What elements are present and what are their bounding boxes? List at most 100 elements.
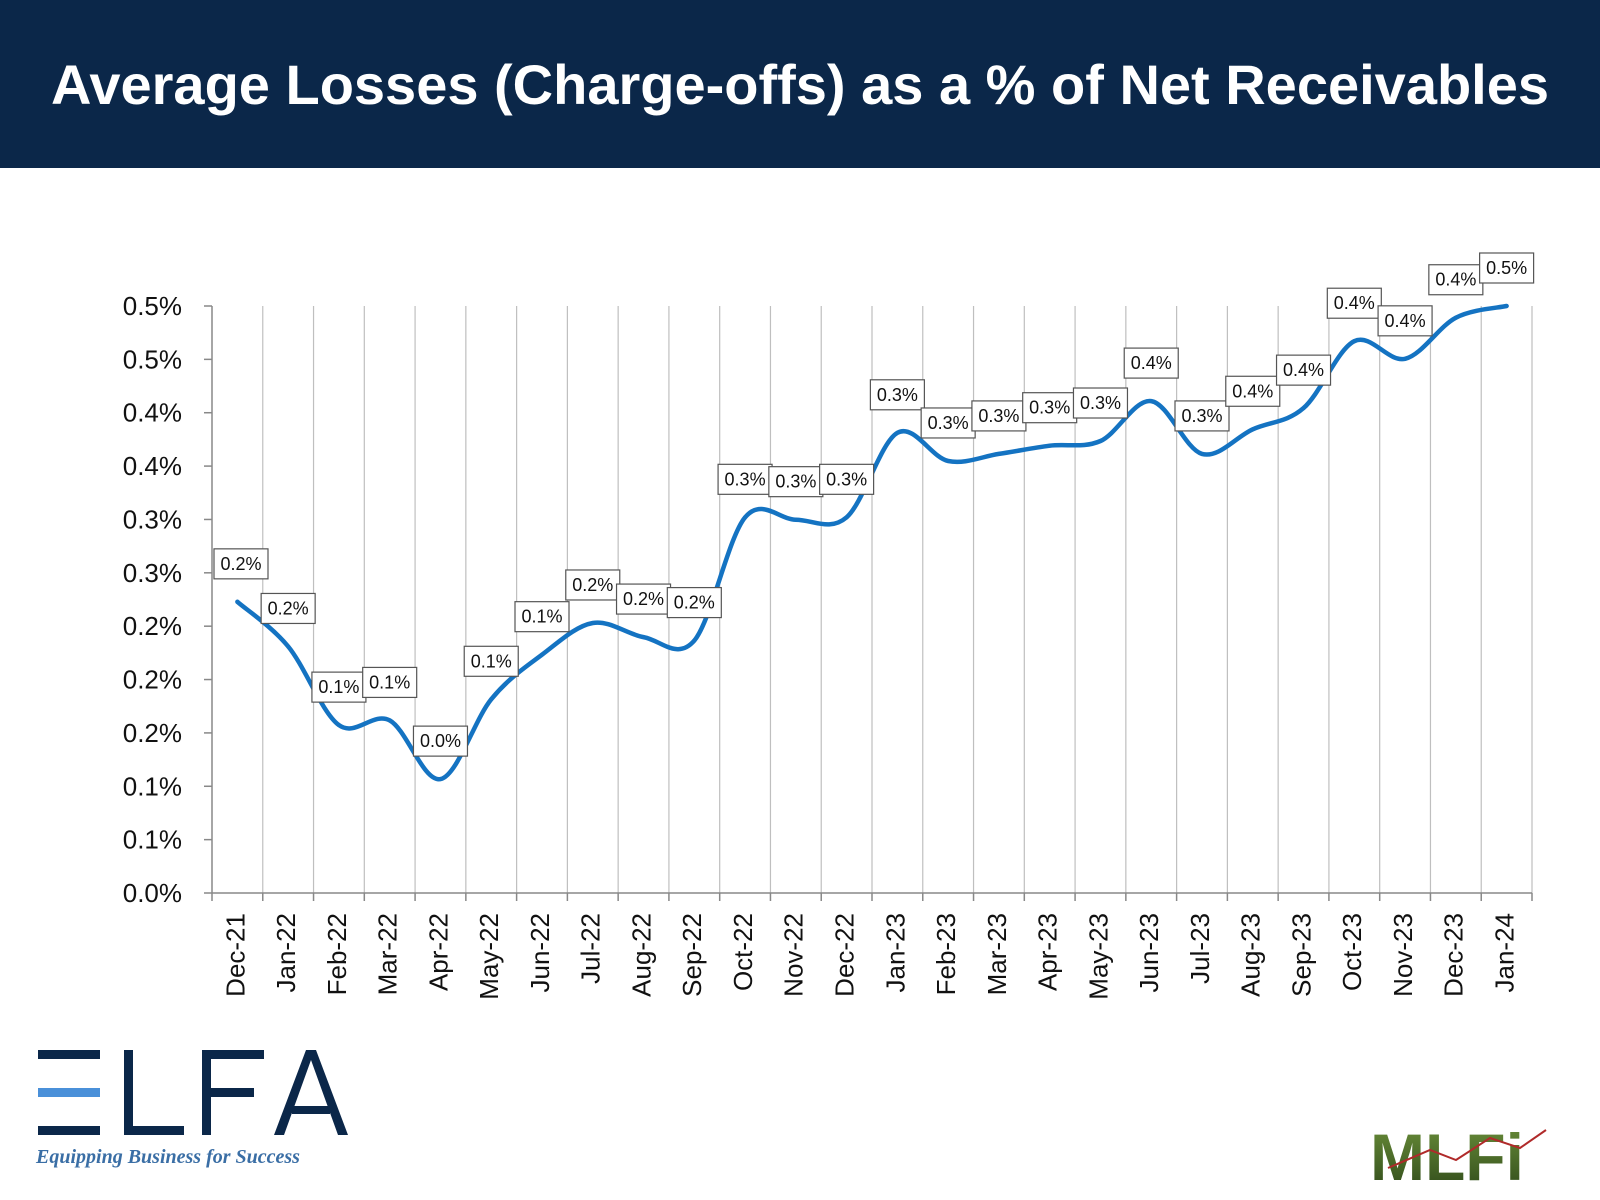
x-tick-label: Dec-22 [829,913,859,997]
data-point [540,652,544,657]
data-point [1047,443,1052,448]
x-tick-label: Feb-22 [322,913,352,995]
y-tick-label: 0.5% [123,344,182,374]
data-point [1301,406,1306,411]
y-tick-label: 0.4% [123,398,182,428]
data-point [1453,315,1458,320]
svg-text:0.1%: 0.1% [318,677,359,697]
x-tick-label: Nov-22 [779,913,809,997]
svg-text:0.3%: 0.3% [1181,406,1222,426]
svg-text:0.3%: 0.3% [1029,398,1070,418]
data-point [946,458,951,463]
data-point [1250,427,1255,432]
y-tick-label: 0.3% [123,558,182,588]
data-label: 0.4% [1225,375,1281,407]
data-point [1504,304,1509,308]
data-label: 0.4% [1123,347,1179,379]
svg-text:0.4%: 0.4% [1435,270,1476,290]
x-tick-label: Jan-23 [880,913,910,993]
data-label: 0.3% [1072,387,1129,419]
data-label: 0.4% [1275,354,1332,386]
data-point [1200,451,1204,456]
x-tick-label: Jul-23 [1185,913,1215,984]
data-point [1403,356,1408,361]
x-tick-label: May-22 [474,913,504,1000]
x-tick-label: Mar-22 [373,913,403,995]
data-point [743,515,748,520]
svg-text:0.3%: 0.3% [1080,393,1121,413]
x-tick-label: Dec-23 [1439,913,1469,997]
x-tick-label: Jun-22 [525,913,555,993]
data-point [489,697,494,702]
data-label: 0.3% [1174,400,1230,432]
data-point [438,777,443,782]
x-tick-label: Jan-22 [271,913,301,993]
data-point [387,718,392,723]
y-tick-label: 0.1% [123,771,182,801]
y-tick-label: 0.2% [123,611,182,641]
y-tick-label: 0.3% [123,504,182,534]
svg-text:0.4%: 0.4% [1283,360,1324,380]
x-tick-label: Feb-23 [931,913,961,995]
svg-text:0.3%: 0.3% [928,413,969,433]
data-label: 0.2% [260,592,316,625]
y-tick-label: 0.1% [123,825,182,855]
y-tick-label: 0.4% [123,451,182,481]
x-tick-label: Jun-23 [1134,913,1164,993]
y-tick-label: 0.2% [123,665,182,695]
x-tick-label: Jan-24 [1489,913,1519,993]
svg-text:0.2%: 0.2% [220,554,261,574]
data-label: 0.2% [213,548,269,580]
x-tick-label: Apr-23 [1033,913,1063,991]
data-point [1149,399,1154,404]
svg-text:0.4%: 0.4% [1232,381,1273,401]
mlfi-logo: MLFi [1370,1120,1547,1190]
data-label: 0.1% [362,666,418,699]
mlfi-logo-text: MLFi [1370,1120,1524,1190]
data-label: 0.2% [565,569,621,601]
svg-text:0.2%: 0.2% [674,593,715,613]
data-point [844,515,849,520]
data-label: 0.4% [1428,264,1484,296]
axis-layer: 0.0% 0.1% 0.1% 0.2% 0.2% 0.2% 0.3% 0.3% 0.4% 0.4%… [123,291,1533,1000]
y-tick-label: 0.2% [123,718,182,748]
data-label: 0.2% [666,586,722,619]
svg-text:0.4%: 0.4% [1131,353,1172,373]
y-tick-label: 0.5% [123,291,182,321]
x-tick-label: Mar-23 [982,913,1012,995]
svg-text:0.2%: 0.2% [623,589,664,609]
svg-text:0.3%: 0.3% [775,472,816,492]
data-point [286,644,291,649]
svg-text:0.4%: 0.4% [1385,311,1426,331]
x-tick-label: Aug-22 [626,913,656,997]
data-point [692,638,697,643]
data-point [1098,439,1103,444]
data-point [641,635,646,640]
data-label: 0.3% [971,400,1027,432]
svg-text:0.0%: 0.0% [420,731,461,751]
page-title: Average Losses (Charge-offs) as a % of N… [50,52,1550,116]
x-tick-label: Jul-22 [576,913,606,984]
svg-text:0.1%: 0.1% [471,651,512,671]
svg-text:0.5%: 0.5% [1486,258,1527,278]
elfa-tagline: Equipping Business for Success [36,1146,300,1168]
svg-text:0.2%: 0.2% [268,598,309,618]
svg-text:0.1%: 0.1% [369,672,410,692]
x-tick-label: Aug-23 [1236,913,1266,997]
svg-text:0.3%: 0.3% [978,406,1019,426]
x-tick-label: Dec-21 [220,913,250,997]
x-tick-label: May-23 [1083,913,1113,1000]
data-label: 0.0% [412,725,469,757]
data-label: 0.4% [1377,305,1433,337]
svg-text:0.3%: 0.3% [826,469,867,489]
x-tick-label: Oct-23 [1337,913,1367,991]
data-label: 0.4% [1326,287,1382,319]
data-label: 0.3% [1022,392,1078,424]
label-layer: 0.2% 0.2% 0.1% 0.1% 0.0% 0.1% 0.1% 0.2% 0.2% 0.2%… [213,252,1535,757]
data-point [793,517,798,522]
data-point [895,430,900,435]
svg-text:0.1%: 0.1% [521,607,562,627]
x-tick-label: Nov-23 [1388,913,1418,997]
title-banner: Average Losses (Charge-offs) as a % of N… [0,0,1600,168]
